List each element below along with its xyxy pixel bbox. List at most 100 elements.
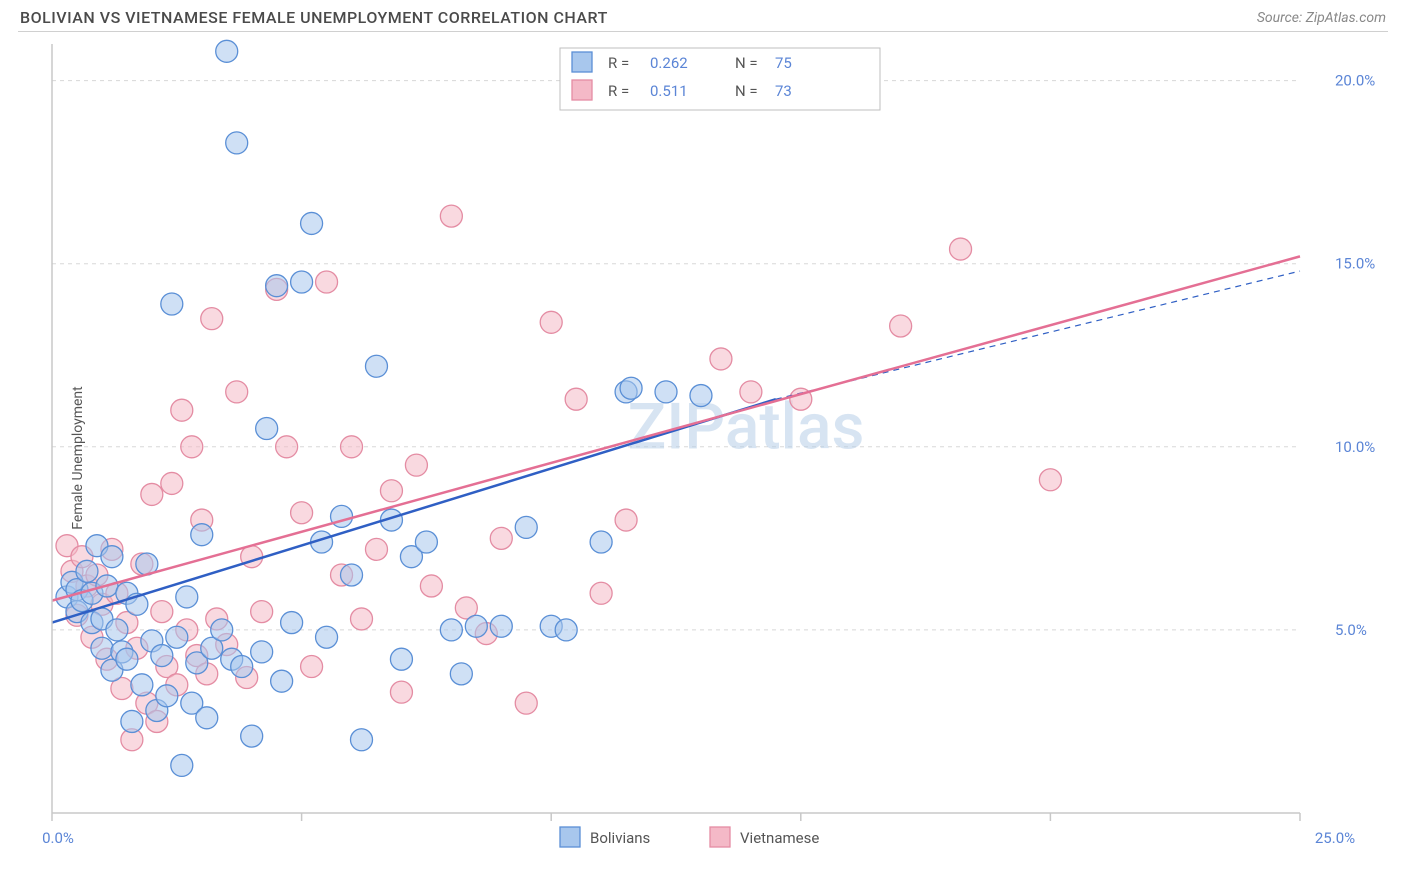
bolivians-point bbox=[131, 674, 153, 696]
legend-swatch bbox=[572, 80, 592, 100]
legend-r-value: 0.262 bbox=[650, 54, 688, 72]
bolivians-point bbox=[271, 670, 293, 692]
bolivians-point bbox=[211, 619, 233, 641]
header-divider bbox=[18, 31, 1388, 32]
legend-n-value: 75 bbox=[775, 54, 792, 72]
bolivians-point bbox=[490, 615, 512, 637]
vietnamese-point bbox=[590, 582, 612, 604]
bolivians-point bbox=[555, 619, 577, 641]
bottom-legend-swatch bbox=[560, 827, 580, 847]
bolivians-point bbox=[450, 663, 472, 685]
bolivians-point bbox=[166, 626, 188, 648]
bottom-legend-label: Vietnamese bbox=[740, 829, 819, 847]
vietnamese-point bbox=[226, 381, 248, 403]
bolivians-point bbox=[251, 641, 273, 663]
vietnamese-point bbox=[276, 436, 298, 458]
vietnamese-point bbox=[540, 311, 562, 333]
bolivians-point bbox=[415, 531, 437, 553]
vietnamese-point bbox=[420, 575, 442, 597]
source-label: Source: ZipAtlas.com bbox=[1257, 10, 1386, 26]
vietnamese-trend-line bbox=[52, 256, 1300, 600]
vietnamese-point bbox=[1039, 469, 1061, 491]
vietnamese-point bbox=[890, 315, 912, 337]
legend-n-label: N = bbox=[735, 54, 758, 72]
vietnamese-point bbox=[301, 656, 323, 678]
bolivians-point bbox=[351, 729, 373, 751]
bolivians-point bbox=[365, 355, 387, 377]
vietnamese-point bbox=[171, 399, 193, 421]
vietnamese-point bbox=[710, 348, 732, 370]
bolivians-point bbox=[196, 707, 218, 729]
bolivians-point bbox=[156, 685, 178, 707]
bolivians-point bbox=[76, 560, 98, 582]
y-axis-label: Female Unemployment bbox=[70, 386, 86, 530]
vietnamese-point bbox=[201, 308, 223, 330]
bolivians-point bbox=[176, 586, 198, 608]
bottom-legend-swatch bbox=[710, 827, 730, 847]
bolivians-point bbox=[291, 271, 313, 293]
bolivians-point bbox=[101, 546, 123, 568]
vietnamese-point bbox=[141, 483, 163, 505]
vietnamese-point bbox=[440, 205, 462, 227]
vietnamese-point bbox=[351, 608, 373, 630]
vietnamese-point bbox=[565, 388, 587, 410]
vietnamese-point bbox=[740, 381, 762, 403]
legend-n-label: N = bbox=[735, 82, 758, 100]
bolivians-point bbox=[266, 275, 288, 297]
bolivians-point bbox=[515, 516, 537, 538]
correlation-chart: 5.0%10.0%15.0%20.0%ZIPatlas0.0%25.0%R =0… bbox=[0, 38, 1406, 878]
bolivians-point bbox=[116, 648, 138, 670]
y-tick-label: 15.0% bbox=[1335, 255, 1375, 273]
x-tick-label: 0.0% bbox=[42, 829, 74, 847]
bolivians-point bbox=[690, 385, 712, 407]
bolivians-point bbox=[191, 524, 213, 546]
bolivians-point bbox=[590, 531, 612, 553]
bolivians-point bbox=[151, 645, 173, 667]
y-tick-label: 10.0% bbox=[1335, 438, 1375, 456]
bolivians-point bbox=[241, 725, 263, 747]
bottom-legend-label: Bolivians bbox=[590, 829, 650, 847]
bolivians-point bbox=[91, 637, 113, 659]
vietnamese-point bbox=[181, 436, 203, 458]
y-tick-label: 5.0% bbox=[1335, 621, 1367, 639]
vietnamese-point bbox=[390, 681, 412, 703]
vietnamese-point bbox=[405, 454, 427, 476]
bolivians-point bbox=[161, 293, 183, 315]
bolivians-point bbox=[121, 710, 143, 732]
legend-r-label: R = bbox=[608, 82, 629, 100]
legend-r-label: R = bbox=[608, 54, 629, 72]
bolivians-point bbox=[341, 564, 363, 586]
vietnamese-point bbox=[365, 538, 387, 560]
vietnamese-point bbox=[291, 502, 313, 524]
legend-swatch bbox=[572, 52, 592, 72]
bolivians-point bbox=[226, 132, 248, 154]
bolivians-point bbox=[231, 656, 253, 678]
legend-n-value: 73 bbox=[775, 82, 792, 100]
bolivians-point bbox=[171, 754, 193, 776]
y-tick-label: 20.0% bbox=[1335, 72, 1375, 90]
legend-r-value: 0.511 bbox=[650, 82, 688, 100]
bolivians-point bbox=[216, 40, 238, 62]
bolivians-point bbox=[316, 626, 338, 648]
bolivians-point bbox=[620, 377, 642, 399]
bolivians-point bbox=[301, 212, 323, 234]
bolivians-point bbox=[106, 619, 128, 641]
chart-title: BOLIVIAN VS VIETNAMESE FEMALE UNEMPLOYME… bbox=[20, 8, 608, 27]
vietnamese-point bbox=[161, 472, 183, 494]
bolivians-point bbox=[440, 619, 462, 641]
vietnamese-point bbox=[950, 238, 972, 260]
vietnamese-point bbox=[151, 601, 173, 623]
vietnamese-point bbox=[515, 692, 537, 714]
bolivians-point bbox=[465, 615, 487, 637]
vietnamese-point bbox=[341, 436, 363, 458]
vietnamese-point bbox=[380, 480, 402, 502]
bolivians-point bbox=[390, 648, 412, 670]
vietnamese-point bbox=[251, 601, 273, 623]
bolivians-point bbox=[281, 612, 303, 634]
vietnamese-point bbox=[615, 509, 637, 531]
x-tick-label: 25.0% bbox=[1315, 829, 1355, 847]
vietnamese-point bbox=[316, 271, 338, 293]
bolivians-trend-line bbox=[52, 399, 776, 622]
bolivians-point bbox=[256, 418, 278, 440]
bolivians-point bbox=[655, 381, 677, 403]
